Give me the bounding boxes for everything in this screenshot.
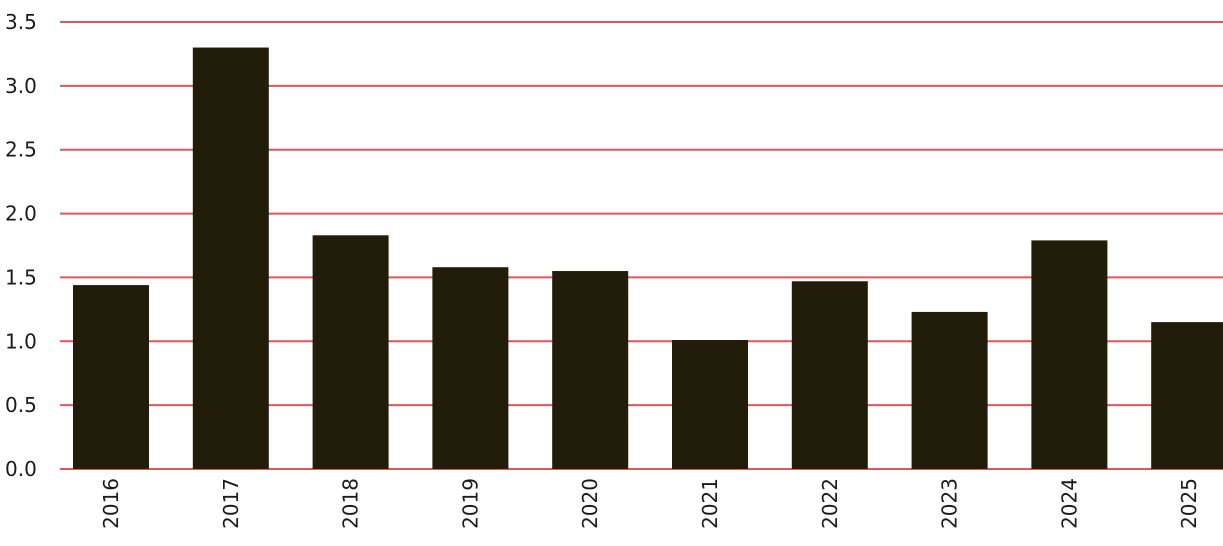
y-tick-label: 1.0 — [5, 329, 37, 353]
y-tick-label: 2.0 — [5, 202, 37, 226]
x-tick-label: 2024 — [1057, 478, 1081, 529]
bar-2021 — [672, 340, 748, 469]
x-tick-label: 2022 — [818, 478, 842, 529]
x-axis-ticks: 2016 2017 2018 2019 2020 2021 2022 2023 2024 2025 — [99, 478, 1201, 529]
y-tick-label: 3.0 — [5, 74, 37, 98]
y-tick-label: 0.5 — [5, 393, 37, 417]
bar-2016 — [73, 285, 149, 469]
bar-2020 — [552, 271, 629, 469]
x-tick-label: 2020 — [578, 478, 602, 529]
x-tick-label: 2018 — [339, 478, 363, 529]
y-tick-label: 2.5 — [5, 138, 37, 162]
y-tick-label: 0.0 — [5, 457, 37, 481]
bar-2023 — [911, 311, 988, 469]
bar-2022 — [791, 281, 868, 469]
x-tick-label: 2021 — [698, 478, 722, 529]
x-tick-label: 2019 — [458, 478, 482, 529]
x-tick-label: 2016 — [99, 478, 123, 529]
x-tick-label: 2017 — [219, 478, 243, 529]
x-tick-label: 2023 — [938, 478, 962, 529]
y-tick-label: 1.5 — [5, 265, 37, 289]
bars — [73, 47, 1223, 470]
bar-2025 — [1151, 322, 1223, 469]
bar-2017 — [192, 47, 269, 470]
bar-2019 — [432, 267, 509, 469]
bar-2024 — [1031, 240, 1108, 469]
x-tick-label: 2025 — [1177, 478, 1201, 529]
y-axis-ticks: 0.0 0.5 1.0 1.5 2.0 2.5 3.0 3.5 — [5, 10, 37, 481]
bar-2018 — [312, 235, 389, 469]
y-tick-label: 3.5 — [5, 10, 37, 34]
